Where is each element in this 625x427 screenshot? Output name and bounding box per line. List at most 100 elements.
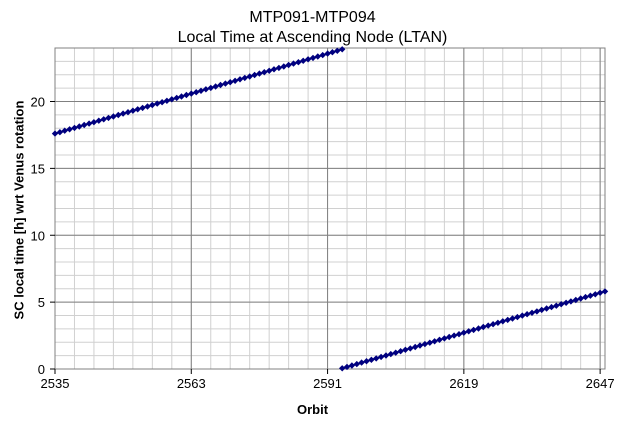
data-point-marker bbox=[202, 86, 210, 93]
data-point-marker bbox=[377, 353, 385, 361]
data-point-marker bbox=[450, 332, 458, 339]
y-tick-label: 5 bbox=[38, 295, 45, 310]
data-point-marker bbox=[100, 116, 107, 123]
y-axis-label: SC local time [h] wrt Venus rotation bbox=[11, 100, 27, 320]
data-point-marker bbox=[334, 47, 341, 54]
data-point-marker bbox=[397, 348, 404, 355]
x-axis-label: Orbit bbox=[296, 402, 329, 417]
data-point-marker bbox=[373, 355, 380, 362]
data-point-marker bbox=[567, 298, 575, 305]
data-point-marker bbox=[115, 111, 122, 119]
data-point-marker bbox=[504, 316, 511, 324]
x-tick-label: 2535 bbox=[41, 376, 70, 391]
data-point-marker bbox=[280, 63, 287, 70]
y-tick-label: 10 bbox=[31, 228, 45, 243]
data-point-marker bbox=[470, 326, 477, 334]
data-point-marker bbox=[193, 89, 200, 96]
data-point-marker bbox=[431, 338, 438, 345]
data-point-marker bbox=[309, 54, 317, 62]
data-point-marker bbox=[436, 336, 443, 343]
data-point-marker bbox=[499, 318, 506, 325]
data-point-marker bbox=[339, 365, 346, 372]
data-point-marker bbox=[56, 129, 64, 136]
data-point-marker bbox=[246, 73, 253, 80]
data-point-marker bbox=[382, 352, 390, 359]
data-point-marker bbox=[465, 328, 472, 335]
data-point-marker bbox=[188, 90, 195, 97]
data-point-marker bbox=[173, 94, 180, 102]
data-point-marker bbox=[256, 70, 263, 77]
data-point-marker bbox=[110, 113, 117, 120]
data-point-marker bbox=[577, 295, 584, 302]
x-tick-label: 2563 bbox=[177, 376, 206, 391]
data-point-marker bbox=[441, 335, 448, 342]
data-point-marker bbox=[266, 67, 273, 74]
data-point-marker bbox=[207, 84, 214, 92]
data-point-marker bbox=[183, 91, 190, 99]
data-point-marker bbox=[358, 359, 365, 366]
data-point-marker bbox=[158, 99, 166, 106]
data-point-marker bbox=[353, 360, 360, 368]
data-point-marker bbox=[543, 305, 550, 312]
data-point-marker bbox=[426, 339, 433, 346]
data-point-marker bbox=[407, 345, 414, 352]
data-point-marker bbox=[163, 97, 171, 104]
data-point-marker bbox=[212, 83, 219, 90]
data-point-marker bbox=[139, 104, 146, 112]
data-point-marker bbox=[489, 321, 497, 328]
data-point-marker bbox=[485, 322, 492, 329]
data-point-marker bbox=[592, 291, 599, 298]
data-point-marker bbox=[300, 57, 307, 64]
data-point-marker bbox=[343, 363, 351, 371]
data-point-marker bbox=[134, 106, 141, 113]
data-point-marker bbox=[304, 56, 312, 63]
data-point-marker bbox=[339, 46, 346, 53]
data-point-marker bbox=[523, 311, 531, 318]
data-point-marker bbox=[81, 121, 88, 129]
data-point-marker bbox=[572, 296, 579, 304]
plot-frame bbox=[54, 47, 606, 370]
data-point-marker bbox=[227, 79, 234, 86]
data-point-marker bbox=[421, 340, 429, 348]
data-point-marker bbox=[129, 107, 137, 114]
x-tick-label: 2619 bbox=[449, 376, 478, 391]
data-point-marker bbox=[61, 127, 68, 134]
data-point-marker bbox=[455, 331, 463, 338]
data-point-marker bbox=[392, 349, 399, 356]
data-point-marker bbox=[285, 61, 292, 69]
data-point-marker bbox=[402, 346, 409, 353]
data-point-marker bbox=[295, 59, 302, 66]
data-point-marker bbox=[197, 87, 205, 94]
data-point-marker bbox=[324, 50, 331, 57]
data-point-marker bbox=[494, 319, 502, 326]
data-point-marker bbox=[558, 301, 565, 308]
data-point-marker bbox=[528, 309, 536, 316]
data-point-marker bbox=[587, 292, 594, 299]
data-point-marker bbox=[582, 293, 589, 301]
data-point-marker bbox=[236, 76, 244, 83]
data-point-marker bbox=[178, 93, 185, 100]
data-point-marker bbox=[231, 77, 239, 84]
data-point-marker bbox=[261, 69, 268, 76]
data-point-marker bbox=[562, 299, 570, 306]
data-point-marker bbox=[290, 60, 297, 67]
data-point-marker bbox=[124, 109, 132, 116]
data-point-marker bbox=[149, 101, 156, 109]
x-tick-label: 2591 bbox=[313, 376, 342, 391]
data-point-marker bbox=[519, 312, 526, 319]
data-point-marker bbox=[446, 333, 453, 341]
data-point-marker bbox=[601, 288, 609, 295]
data-point-marker bbox=[217, 81, 224, 89]
data-point-marker bbox=[71, 124, 78, 132]
data-point-marker bbox=[105, 114, 112, 122]
data-point-marker bbox=[596, 289, 604, 296]
data-point-marker bbox=[348, 362, 356, 369]
data-point-marker bbox=[241, 74, 248, 82]
data-point-marker bbox=[66, 126, 73, 133]
chart-subtitle: Local Time at Ascending Node (LTAN) bbox=[177, 29, 448, 46]
data-point-marker bbox=[416, 342, 424, 349]
data-point-marker bbox=[329, 49, 336, 56]
data-point-marker bbox=[275, 64, 283, 72]
data-point-marker bbox=[363, 358, 370, 365]
